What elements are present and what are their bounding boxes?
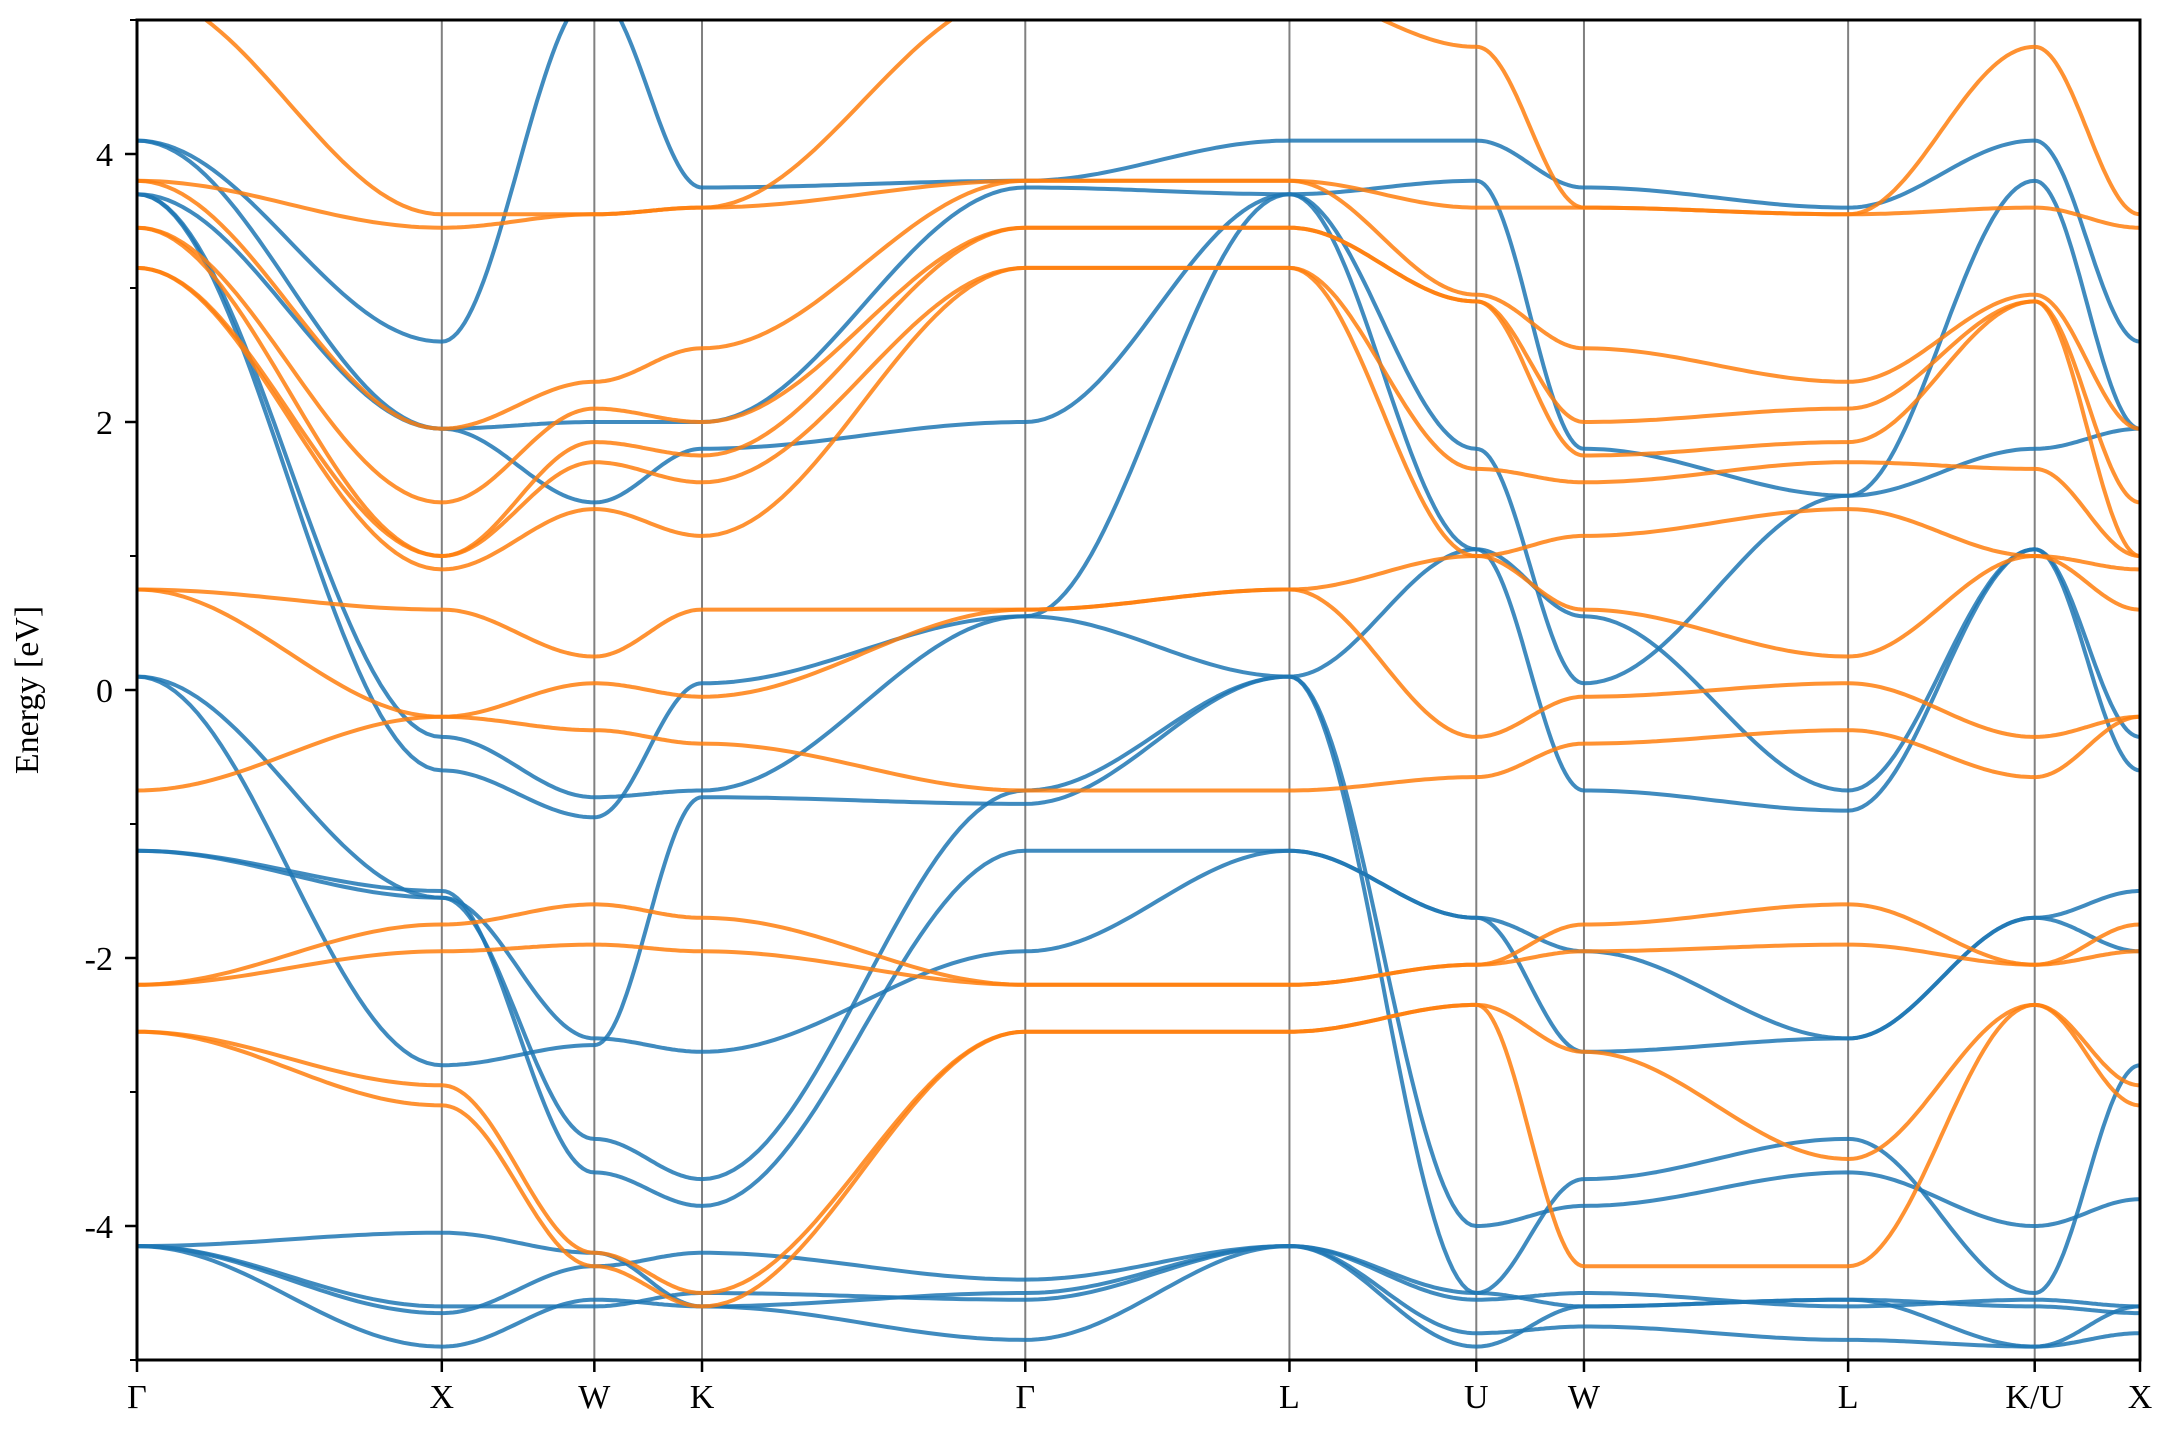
band-orange-2 — [137, 1002, 2140, 1309]
band-orange-12 — [137, 178, 2140, 431]
band-curves — [137, 20, 2140, 1349]
band-orange-5 — [137, 714, 2140, 793]
band-orange-13 — [137, 178, 2140, 230]
band-orange-7 — [137, 554, 2140, 659]
x-tick-label: L — [1838, 1379, 1859, 1416]
x-tick-label: K/U — [2005, 1379, 2064, 1416]
band-orange-4 — [137, 902, 2140, 987]
band-orange-14 — [202, 20, 2140, 217]
x-tick-label: Γ — [127, 1379, 147, 1416]
band-blue-12 — [137, 138, 2140, 498]
band-blue-9 — [137, 192, 2140, 813]
x-tick-label: X — [430, 1379, 455, 1416]
x-tick-label: L — [1279, 1379, 1300, 1416]
band-orange-11 — [137, 225, 2140, 505]
band-blue-10 — [137, 192, 2140, 820]
x-axis: Γ X W K Γ L U W L K/U X — [127, 1360, 2152, 1416]
x-tick-label: Γ — [1015, 1379, 1035, 1416]
band-blue-6 — [137, 848, 2140, 1208]
x-tick-label: W — [578, 1379, 611, 1416]
x-tick-label: K — [690, 1379, 715, 1416]
band-blue-4 — [137, 1244, 2140, 1349]
x-tick-label: X — [2128, 1379, 2153, 1416]
x-tick-label: W — [1568, 1379, 1601, 1416]
band-blue-3 — [137, 1244, 2140, 1349]
band-orange-6 — [137, 587, 2140, 739]
y-axis: -4 -2 0 2 4 — [85, 19, 137, 1361]
band-orange-8 — [137, 265, 2140, 572]
y-tick-label: 4 — [96, 137, 113, 174]
band-blue-13 — [137, 20, 2140, 344]
y-axis-label: Energy [eV] — [9, 606, 46, 774]
band-orange-3 — [137, 942, 2140, 987]
y-tick-label: -4 — [85, 1209, 113, 1246]
band-orange-10 — [137, 225, 2140, 558]
band-orange-9 — [137, 265, 2140, 558]
y-tick-label: 2 — [96, 405, 113, 442]
y-tick-label: 0 — [96, 673, 113, 710]
high-symmetry-lines — [440, 20, 2036, 1360]
band-orange-1 — [137, 1002, 2140, 1295]
x-tick-label: U — [1464, 1379, 1489, 1416]
y-tick-label: -2 — [85, 941, 113, 978]
